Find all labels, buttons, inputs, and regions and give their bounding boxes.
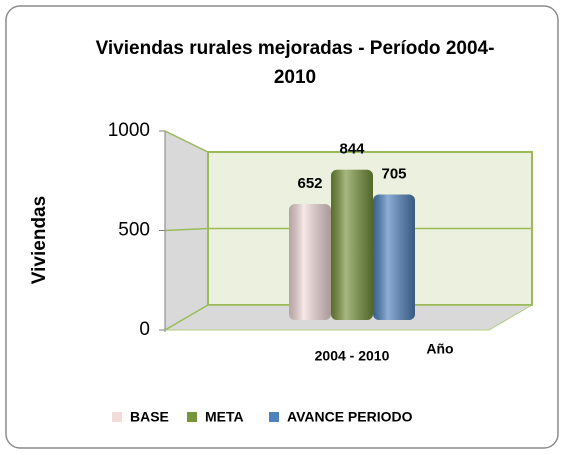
legend-label: META [205,409,244,425]
y-tick-label: 0 [139,319,150,340]
legend-label: AVANCE PERIODO [287,409,413,425]
y-tick-label: 500 [118,220,150,241]
bar-shine [373,194,415,320]
bar-shine [289,203,331,320]
chart-title: Viviendas rurales mejoradas - Período 20… [95,38,495,88]
legend-swatch [269,412,279,422]
bar-shine [331,169,373,320]
grid-line [164,304,532,331]
legend-swatch [112,412,122,422]
value-label: 652 [297,175,322,192]
legend-label: BASE [130,409,169,425]
y-axis-label: Viviendas [29,196,50,284]
x-axis-label: Año [426,341,453,357]
value-label: 844 [339,141,365,158]
legend-swatch [187,412,197,422]
grid-line [164,130,532,153]
y-tick-label: 1000 [108,120,150,141]
x-tick-label: 2004 - 2010 [315,348,390,364]
value-label: 705 [381,165,406,182]
grid-line [164,227,532,232]
